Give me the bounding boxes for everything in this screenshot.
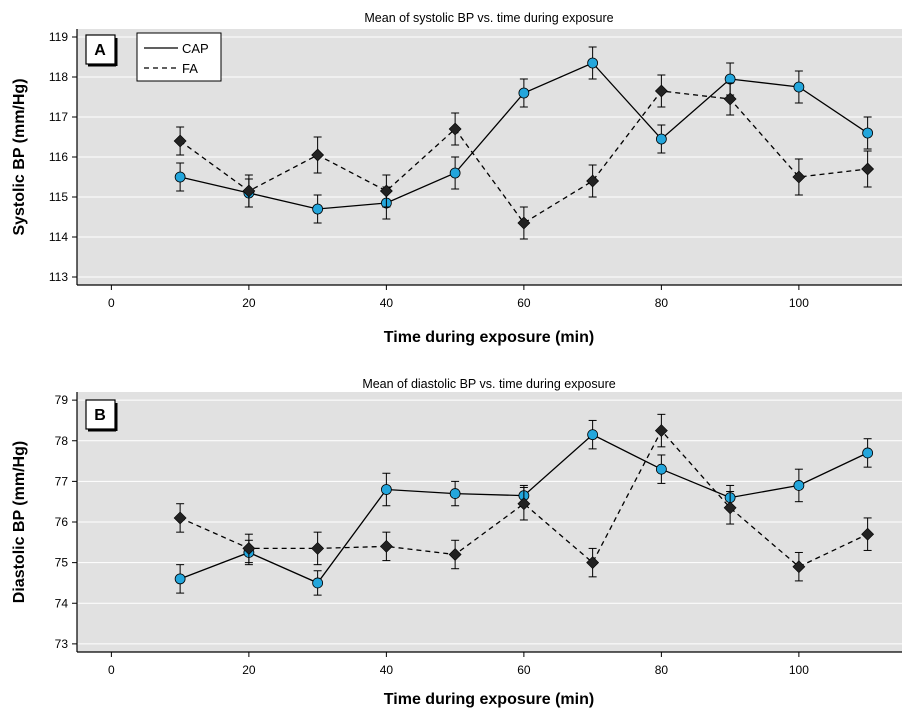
data-point-fa [723,501,737,515]
chart-title: Mean of systolic BP vs. time during expo… [364,11,613,25]
y-tick-label: 74 [55,596,69,610]
data-point-fa [379,184,393,198]
x-axis-label: Time during exposure (min) [384,691,594,708]
y-tick-label: 118 [49,70,68,84]
data-point-cap [380,484,392,495]
data-point-fa [173,134,187,148]
data-point-cap [174,573,186,585]
data-point-cap [793,81,805,93]
series-cap [174,419,874,596]
data-point-fa [242,541,256,555]
x-tick-label: 100 [789,296,809,310]
y-axis-label: Diastolic BP (mm/Hg) [11,441,28,603]
y-tick-label: 77 [55,474,69,488]
data-point-fa [311,541,325,555]
x-tick-label: 60 [517,663,531,677]
data-point-fa [242,184,256,198]
data-point-fa [517,216,531,230]
x-tick-label: 80 [655,663,669,677]
legend-cap-label: CAP [182,41,209,56]
data-point-fa [792,170,806,184]
x-tick-label: 60 [517,296,531,310]
data-point-cap [518,87,530,99]
panel-a-systolic-chart: 113 114 115 116 117 118 119 0 20 40 60 80 100 Mean o… [11,11,902,346]
legend: CAP FA [136,32,222,82]
panel-label-box: B [85,399,118,432]
x-tick-label: 40 [380,663,394,677]
panel-label-box: A [85,34,118,67]
y-tick-label: 115 [49,190,68,204]
data-point-cap [655,133,667,145]
data-point-fa [448,122,462,136]
data-point-fa [379,539,393,553]
data-point-cap [449,488,461,499]
series-line-fa [179,90,868,224]
data-point-cap [862,447,874,459]
data-point-fa [517,497,531,511]
series-fa [173,74,875,240]
y-axis-label: Systolic BP (mm/Hg) [11,78,28,235]
x-tick-label: 100 [789,663,809,677]
y-tick-label: 75 [55,556,69,570]
data-point-fa [654,424,668,438]
x-axis-label: Time during exposure (min) [384,329,594,346]
data-point-fa [173,511,187,525]
data-point-fa [448,548,462,561]
data-point-cap [862,127,874,139]
data-point-fa [723,92,737,106]
data-point-fa [586,174,600,188]
y-tick-label: 73 [55,637,69,651]
x-tick-label: 20 [242,296,256,310]
y-tick-label: 114 [49,230,68,244]
x-tick-label: 0 [108,663,115,677]
data-point-fa [311,148,325,162]
data-point-cap [793,480,805,491]
series-line-fa [179,429,868,568]
x-tick-label: 80 [655,296,669,310]
series-fa [173,413,875,582]
y-tick-label: 76 [55,515,69,529]
panel-label: B [94,407,106,424]
data-point-fa [861,162,875,176]
legend-fa-label: FA [182,61,198,76]
panel-label: A [94,42,106,59]
y-tick-label: 79 [55,393,69,407]
data-point-cap [312,577,324,589]
y-tick-label: 78 [55,434,69,448]
data-point-fa [861,527,875,541]
y-tick-label: 116 [49,150,68,164]
data-point-fa [654,84,668,98]
data-point-fa [586,556,600,570]
chart-title: Mean of diastolic BP vs. time during exp… [362,377,615,391]
y-tick-label: 113 [49,270,68,284]
data-point-cap [655,463,667,475]
series-cap [174,46,874,224]
data-point-cap [174,171,186,183]
y-tick-label: 119 [49,30,68,44]
data-point-cap [312,203,324,215]
x-tick-label: 0 [108,296,115,310]
x-tick-label: 40 [380,296,394,310]
y-tick-label: 117 [49,110,68,124]
x-tick-label: 20 [242,663,256,677]
data-point-cap [587,57,599,69]
data-point-cap [449,167,461,179]
panel-b-diastolic-chart: 73 74 75 76 77 78 79 0 20 40 60 80 100 Mean of diast… [11,377,902,708]
data-point-fa [792,560,806,574]
data-point-cap [587,429,599,441]
